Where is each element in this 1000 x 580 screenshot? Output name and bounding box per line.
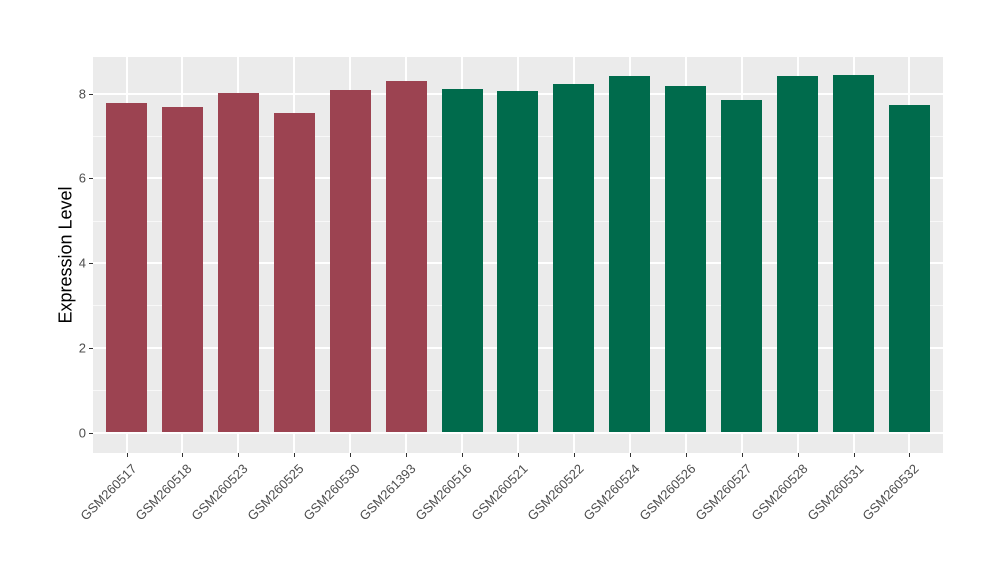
bar — [609, 76, 651, 433]
bar — [665, 86, 707, 433]
x-tick-mark — [741, 453, 743, 457]
bar — [329, 90, 371, 433]
x-tick-mark — [294, 453, 296, 457]
x-tick-mark — [126, 453, 128, 457]
bar — [217, 93, 259, 433]
y-axis-title: Expression Level — [55, 186, 76, 324]
y-tick-label: 4 — [78, 255, 86, 271]
bar — [888, 104, 930, 433]
x-tick-mark — [406, 453, 408, 457]
y-tick-label: 6 — [78, 170, 86, 186]
x-tick-mark — [853, 453, 855, 457]
x-tick-label: GSM260523 — [188, 461, 251, 524]
bar — [106, 103, 148, 433]
y-tick-mark — [89, 347, 93, 349]
bar — [497, 91, 539, 433]
x-tick-label: GSM260532 — [859, 461, 923, 524]
x-tick-mark — [350, 453, 352, 457]
x-tick-mark — [909, 453, 911, 457]
x-tick-label: GSM260527 — [692, 461, 755, 524]
y-tick-label: 8 — [78, 86, 86, 102]
x-tick-label: GSM260526 — [636, 461, 699, 524]
bar — [161, 106, 203, 433]
x-tick-mark — [573, 453, 575, 457]
x-tick-label: GSM260530 — [300, 461, 363, 524]
x-tick-mark — [797, 453, 799, 457]
x-tick-mark — [238, 453, 240, 457]
y-tick-mark — [89, 93, 93, 95]
bar — [721, 100, 763, 433]
x-tick-mark — [629, 453, 631, 457]
x-tick-label: GSM260528 — [747, 461, 811, 524]
y-tick-label: 0 — [78, 425, 86, 440]
bar — [273, 112, 315, 433]
x-tick-label: GSM260525 — [244, 461, 307, 524]
x-tick-label: GSM260517 — [76, 461, 140, 524]
y-tick-mark — [89, 432, 93, 434]
y-tick-mark — [89, 178, 93, 180]
bar — [553, 83, 595, 433]
bar — [833, 74, 874, 433]
bar — [777, 76, 819, 433]
bar — [385, 81, 427, 433]
plot-panel — [93, 57, 943, 453]
x-tick-label: GSM260521 — [468, 461, 531, 524]
x-tick-label: GSM260531 — [803, 461, 867, 524]
y-tick-mark — [89, 263, 93, 265]
x-tick-label: GSM260518 — [132, 461, 196, 524]
x-tick-mark — [685, 453, 687, 457]
y-tick-label: 2 — [78, 340, 86, 356]
x-tick-mark — [182, 453, 184, 457]
x-tick-label: GSM260516 — [412, 461, 475, 524]
x-tick-mark — [462, 453, 464, 457]
x-tick-label: GSM260522 — [524, 461, 587, 524]
bar — [441, 89, 483, 433]
x-tick-label: GSM260524 — [580, 461, 643, 524]
x-tick-label: GSM261393 — [356, 461, 419, 524]
x-tick-mark — [517, 453, 519, 457]
